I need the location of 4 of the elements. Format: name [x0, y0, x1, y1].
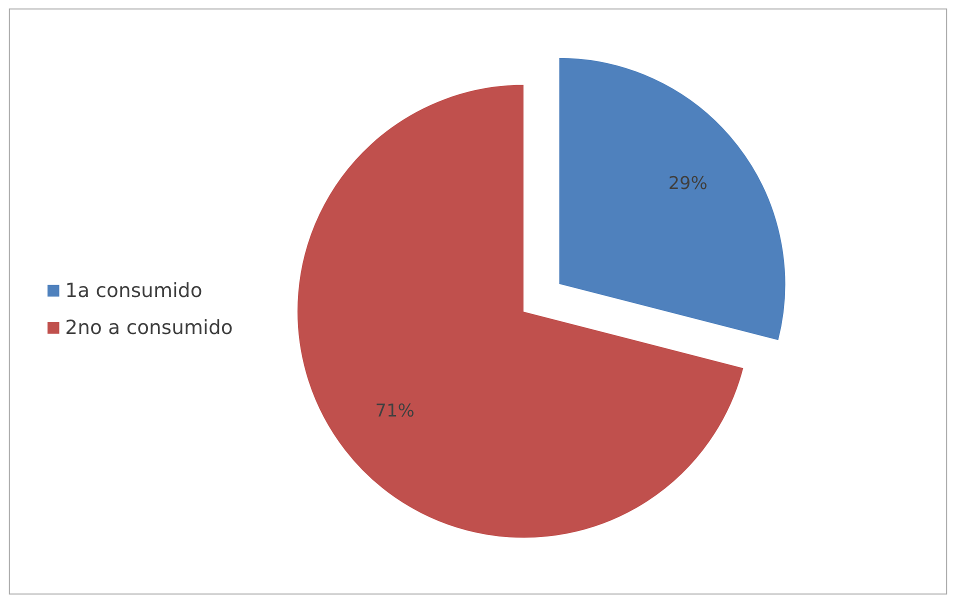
data-label: 29% [668, 174, 708, 194]
data-label: 71% [375, 401, 414, 422]
legend-label: 2no a consumido [65, 316, 233, 340]
legend-label: 1a consumido [65, 279, 202, 302]
